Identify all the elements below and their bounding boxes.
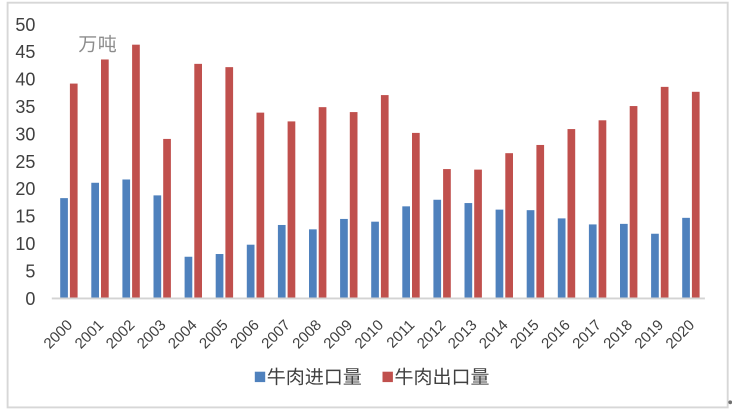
bar-export-2005	[225, 67, 234, 299]
bar-import-2011	[402, 206, 410, 299]
bar-import-2020	[682, 217, 690, 299]
bar-import-2008	[309, 229, 317, 299]
series-import	[60, 179, 690, 299]
bar-export-2011	[412, 132, 420, 299]
bar-export-2017	[598, 120, 607, 299]
bar-import-2004	[184, 256, 193, 299]
legend-label-import	[267, 367, 361, 386]
bar-import-2010	[371, 221, 379, 299]
bar-import-2002	[122, 179, 131, 299]
y-tick-label-10: 10	[15, 234, 35, 254]
bar-import-2016	[557, 218, 566, 299]
bar-export-2000	[69, 83, 78, 299]
bar-import-2001	[91, 182, 99, 299]
y-tick-label-50: 50	[15, 15, 35, 35]
legend-swatch-export	[382, 371, 393, 383]
bar-export-2020	[691, 91, 700, 299]
bar-export-2012	[443, 169, 451, 299]
legend	[254, 367, 489, 386]
y-tick-label-0: 0	[25, 289, 35, 309]
bar-import-2007	[277, 224, 286, 299]
bar-import-2014	[495, 209, 504, 299]
bar-export-2014	[505, 153, 513, 299]
bar-import-2000	[60, 198, 68, 299]
bar-export-2004	[194, 63, 202, 299]
bar-export-2007	[287, 121, 296, 299]
y-axis-unit-label	[78, 34, 117, 53]
bar-import-2006	[246, 244, 255, 299]
resize-handle-dot	[728, 400, 732, 405]
bar-export-2009	[349, 112, 358, 299]
y-axis-labels: 0 5 10 15 20 25 30 35 40 45 50	[15, 15, 35, 309]
bar-import-2017	[588, 224, 597, 299]
series-export	[69, 44, 700, 299]
bar-import-2019	[651, 233, 659, 299]
y-tick-label-15: 15	[15, 207, 35, 227]
y-tick-label-25: 25	[15, 152, 35, 172]
bar-export-2013	[474, 169, 482, 299]
bar-export-2006	[256, 112, 265, 299]
legend-swatch-import	[254, 371, 266, 383]
y-tick-label-30: 30	[15, 124, 35, 144]
bar-import-2012	[433, 199, 442, 299]
bar-import-2005	[215, 254, 224, 299]
y-tick-label-35: 35	[15, 97, 35, 117]
bar-export-2001	[101, 59, 109, 299]
bar-export-2002	[132, 44, 140, 299]
bar-import-2018	[620, 223, 628, 299]
bar-export-2015	[536, 144, 545, 299]
y-tick-label-45: 45	[15, 42, 35, 62]
bar-export-2019	[660, 86, 669, 299]
bar-export-2016	[567, 129, 576, 299]
y-tick-label-40: 40	[15, 70, 35, 90]
bar-import-2015	[526, 210, 535, 299]
y-tick-label-20: 20	[15, 179, 35, 199]
y-tick-label-5: 5	[25, 261, 35, 281]
bar-export-2010	[380, 95, 389, 299]
bar-import-2003	[153, 195, 162, 299]
legend-label-export	[395, 367, 489, 386]
bar-export-2008	[318, 107, 327, 299]
chart-border	[6, 1, 729, 409]
bar-export-2018	[629, 106, 638, 299]
bar-export-2003	[163, 138, 171, 299]
bar-import-2013	[464, 203, 473, 299]
bar-import-2009	[340, 218, 348, 299]
